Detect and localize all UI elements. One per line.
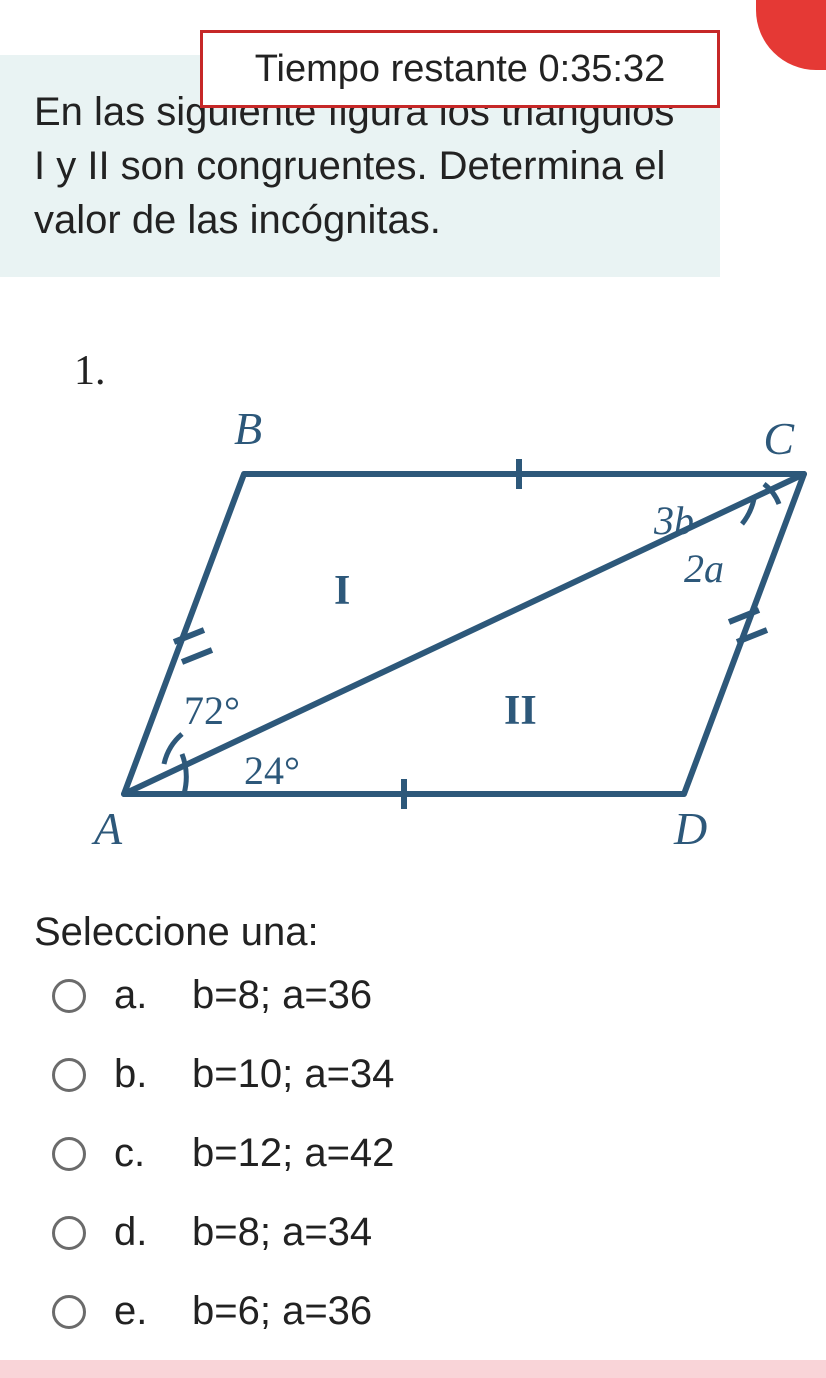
option-letter: a. <box>114 973 164 1018</box>
option-letter: e. <box>114 1289 164 1334</box>
option-letter: b. <box>114 1052 164 1097</box>
option-text: b=8; a=36 <box>192 973 372 1018</box>
options-list: a. b=8; a=36 b. b=10; a=34 c. b=12; a=42… <box>34 973 720 1334</box>
option-a[interactable]: a. b=8; a=36 <box>52 973 720 1018</box>
option-text: b=6; a=36 <box>192 1289 372 1334</box>
radio-a[interactable] <box>52 979 86 1013</box>
angle-3b: 3b <box>653 498 694 543</box>
radio-c[interactable] <box>52 1137 86 1171</box>
option-letter: d. <box>114 1210 164 1255</box>
vertex-A: A <box>91 803 123 854</box>
option-letter: c. <box>114 1131 164 1176</box>
question-text: En las siguiente figura los triángulos I… <box>34 85 686 247</box>
vertex-B: B <box>234 403 262 454</box>
angle-2a: 2a <box>684 546 724 591</box>
timer-label: Tiempo restante 0:35:32 <box>255 48 666 91</box>
vertex-C: C <box>763 413 795 464</box>
figure-svg: 1. B C A D I I <box>34 324 812 860</box>
select-title: Seleccione una: <box>34 910 720 955</box>
option-c[interactable]: c. b=12; a=42 <box>52 1131 720 1176</box>
figure-container: 1. B C A D I I <box>34 324 812 860</box>
option-b[interactable]: b. b=10; a=34 <box>52 1052 720 1097</box>
timer-box: Tiempo restante 0:35:32 <box>200 30 720 108</box>
angle-72: 72° <box>184 688 240 733</box>
region-I: I <box>334 568 350 614</box>
corner-decoration <box>756 0 826 70</box>
bottom-band <box>0 1360 826 1378</box>
region-II: II <box>504 688 537 734</box>
option-text: b=12; a=42 <box>192 1131 394 1176</box>
answer-block: Seleccione una: a. b=8; a=36 b. b=10; a=… <box>34 910 720 1334</box>
angle-24: 24° <box>244 748 300 793</box>
figure-number: 1. <box>74 348 106 394</box>
radio-e[interactable] <box>52 1295 86 1329</box>
vertex-D: D <box>673 803 707 854</box>
radio-b[interactable] <box>52 1058 86 1092</box>
radio-d[interactable] <box>52 1216 86 1250</box>
option-text: b=8; a=34 <box>192 1210 372 1255</box>
option-text: b=10; a=34 <box>192 1052 394 1097</box>
option-d[interactable]: d. b=8; a=34 <box>52 1210 720 1255</box>
option-e[interactable]: e. b=6; a=36 <box>52 1289 720 1334</box>
